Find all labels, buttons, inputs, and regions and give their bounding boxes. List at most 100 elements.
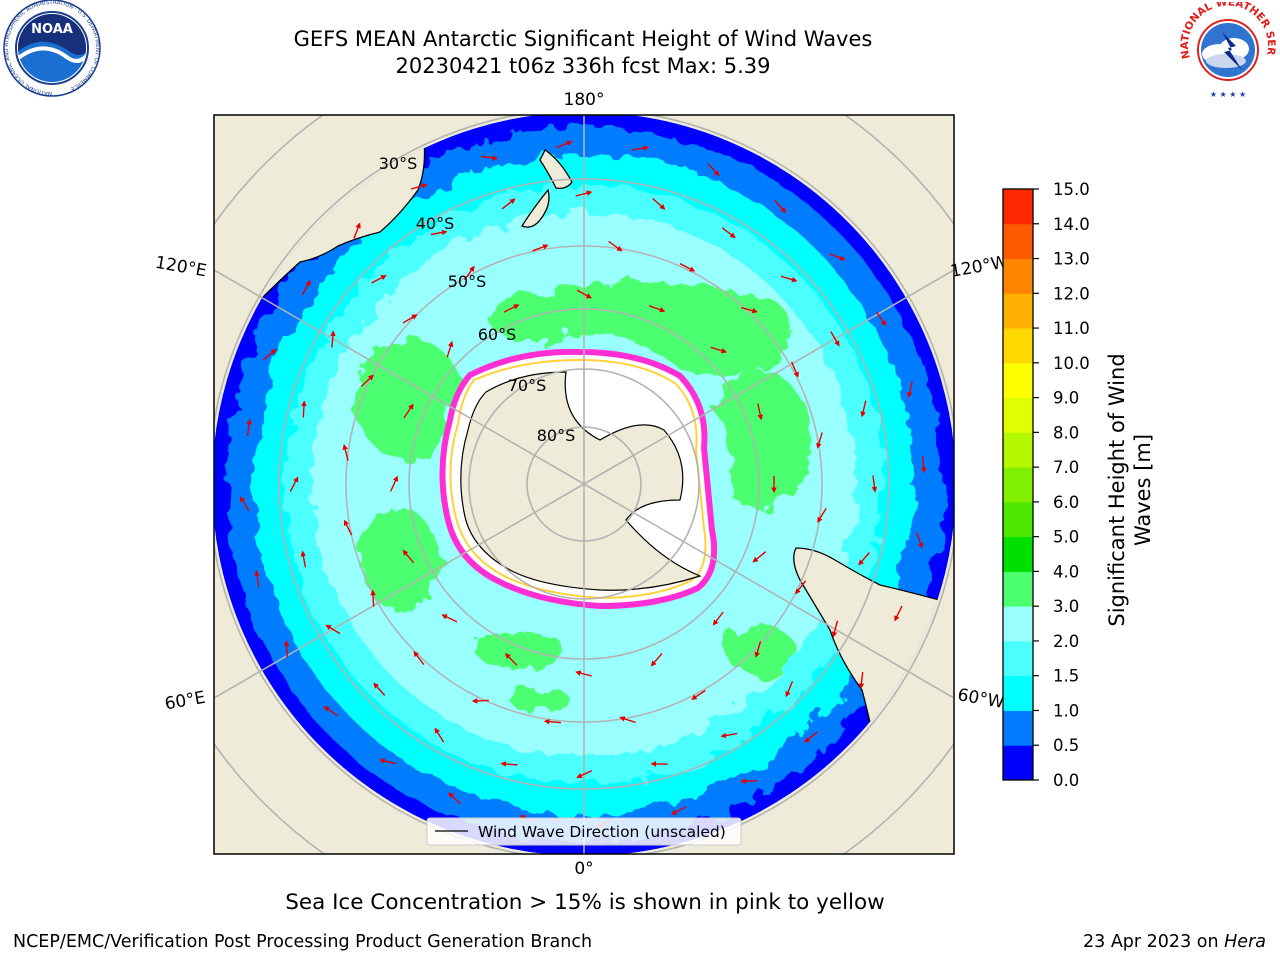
wind-wave-arrow bbox=[741, 307, 758, 314]
colorbar-tick-label: 3.0 bbox=[1053, 597, 1079, 616]
wind-wave-arrow bbox=[575, 190, 593, 197]
colorbar-tick-label: 14.0 bbox=[1053, 215, 1090, 234]
wind-wave-arrow bbox=[373, 682, 386, 696]
wind-wave-arrow bbox=[471, 698, 489, 704]
sea-ice-note: Sea Ice Concentration > 15% is shown in … bbox=[285, 890, 885, 915]
wind-wave-arrow bbox=[829, 253, 846, 261]
wind-wave-arrow bbox=[300, 550, 307, 568]
graticule bbox=[214, 115, 954, 854]
wind-wave-arrow bbox=[619, 716, 636, 724]
wind-wave-arrow bbox=[790, 361, 799, 378]
wind-wave-arrow bbox=[720, 732, 738, 739]
colorbar-tick-label: 8.0 bbox=[1053, 423, 1079, 442]
colorbar-bin bbox=[1003, 223, 1033, 260]
colorbar-tick-label: 11.0 bbox=[1053, 319, 1090, 338]
colorbar-tick-label: 1.0 bbox=[1053, 701, 1079, 720]
colorbar-frame bbox=[1002, 188, 1034, 781]
wind-wave-arrow bbox=[817, 507, 827, 523]
wind-wave-arrow bbox=[576, 769, 593, 779]
wind-wave-arrow bbox=[464, 265, 475, 281]
wind-wave-arrow bbox=[774, 199, 787, 213]
wind-wave-arrow bbox=[402, 549, 415, 564]
wind-wave-arrow bbox=[301, 280, 311, 296]
svg-text:★ ★ ★ ★: ★ ★ ★ ★ bbox=[1210, 90, 1246, 99]
wind-wave-arrow bbox=[239, 496, 250, 512]
colorbar-bin bbox=[1003, 571, 1033, 607]
wind-wave-arrow bbox=[795, 580, 807, 595]
colorbar-bin bbox=[1003, 397, 1033, 433]
machine-name: Hera bbox=[1224, 932, 1266, 952]
wind-wave-arrow bbox=[920, 456, 927, 474]
wind-wave-arrow bbox=[441, 614, 458, 623]
colorbar-label-line1: Significant Height of Wind bbox=[1105, 353, 1129, 626]
lat-label-70s: 70°S bbox=[508, 376, 547, 395]
wind-wave-arrow bbox=[360, 374, 374, 387]
colorbar-bin bbox=[1003, 328, 1033, 364]
wind-wave-arrow bbox=[413, 651, 425, 666]
lon-label-180: 180° bbox=[564, 90, 605, 110]
wind-wave-arrow bbox=[816, 432, 823, 449]
wind-wave-arrow bbox=[371, 274, 387, 284]
colorbar: 0.0 0.5 1.0 1.5 2.0 3.0 4.0 5.0 6.0 7.0 8.0 9.0 10.0… bbox=[1002, 180, 1090, 790]
chart-title: GEFS MEAN Antarctic Significant Height o… bbox=[0, 26, 1166, 80]
lat-label-60s: 60°S bbox=[478, 325, 517, 344]
wind-wave-arrow bbox=[503, 304, 520, 313]
noaa-logo: NOAA NATIONAL OCEANIC AND ATMOSPHERIC AD… bbox=[3, 0, 101, 97]
wind-wave-arrow bbox=[246, 418, 252, 437]
colorbar-bin bbox=[1003, 362, 1033, 399]
wind-wave-arrow bbox=[894, 605, 903, 622]
lat-label-30s: 30°S bbox=[379, 154, 418, 173]
colorbar-bin bbox=[1003, 432, 1033, 468]
map-legend: Wind Wave Direction (unscaled) bbox=[426, 817, 742, 846]
wind-wave-arrow bbox=[710, 346, 728, 354]
nws-logo: NATIONAL WEATHER SERVICE ★ ★ ★ ★ bbox=[1176, 2, 1277, 99]
colorbar-tick-label: 1.5 bbox=[1053, 667, 1079, 686]
colorbar-bin bbox=[1003, 467, 1033, 503]
wind-wave-arrow bbox=[330, 330, 336, 348]
date-prefix: 23 Apr 2023 on bbox=[1083, 932, 1225, 952]
colorbar-bin bbox=[1003, 293, 1033, 329]
colorbar-bin bbox=[1003, 675, 1033, 711]
wind-wave-arrow bbox=[402, 314, 418, 324]
lon-label-60e: 60°E bbox=[163, 688, 207, 715]
wind-wave-arrow bbox=[353, 222, 361, 239]
wind-wave-arrow bbox=[254, 569, 260, 588]
colorbar-bin bbox=[1003, 710, 1033, 746]
wind-wave-arrow bbox=[858, 672, 865, 690]
colorbar-tick-label: 12.0 bbox=[1053, 284, 1090, 303]
colorbar-tick-label: 9.0 bbox=[1053, 389, 1079, 408]
wind-wave-arrow bbox=[691, 689, 706, 700]
wind-wave-arrow bbox=[500, 761, 518, 767]
colorbar-bin bbox=[1003, 258, 1033, 294]
colorbar-tick-label: 7.0 bbox=[1053, 458, 1079, 477]
wind-wave-arrow bbox=[752, 551, 767, 563]
wind-wave-arrow bbox=[289, 476, 299, 492]
wind-wave-arrow bbox=[757, 403, 763, 421]
lat-label-50s: 50°S bbox=[448, 272, 487, 291]
noaa-logo-text: NOAA bbox=[31, 22, 73, 37]
colorbar-tick-label: 2.0 bbox=[1053, 632, 1079, 651]
colorbar-label-line2: Waves [m] bbox=[1131, 434, 1155, 546]
lon-label-120e: 120°E bbox=[154, 253, 208, 282]
title-line-2: 20230421 t06z 336h fcst Max: 5.39 bbox=[395, 54, 771, 78]
wind-wave-arrow bbox=[670, 806, 687, 815]
wind-wave-arrow bbox=[707, 163, 720, 177]
wind-wave-arrow bbox=[342, 444, 349, 461]
colorbar-tick-label: 4.0 bbox=[1053, 562, 1079, 581]
colorbar-label: Significant Height of Wind Waves [m] bbox=[1105, 353, 1155, 626]
colorbar-bin bbox=[1003, 501, 1033, 538]
colorbar-tick-label: 6.0 bbox=[1053, 493, 1079, 512]
credit-text: NCEP/EMC/Verification Post Processing Pr… bbox=[13, 932, 593, 952]
lat-label-80s: 80°S bbox=[537, 426, 576, 445]
wind-wave-arrow bbox=[410, 183, 428, 190]
wind-wave-arrow bbox=[652, 197, 666, 210]
wind-wave-arrow bbox=[831, 620, 839, 638]
colorbar-tick-label: 13.0 bbox=[1053, 250, 1090, 269]
wind-wave-arrow bbox=[379, 758, 396, 765]
wind-wave-arrow bbox=[481, 155, 499, 161]
colorbar-tick-label: 10.0 bbox=[1053, 354, 1090, 373]
colorbar-bin bbox=[1003, 640, 1033, 677]
wind-wave-arrow bbox=[504, 653, 518, 666]
wind-wave-arrow bbox=[370, 589, 376, 607]
map-frame bbox=[213, 114, 955, 855]
